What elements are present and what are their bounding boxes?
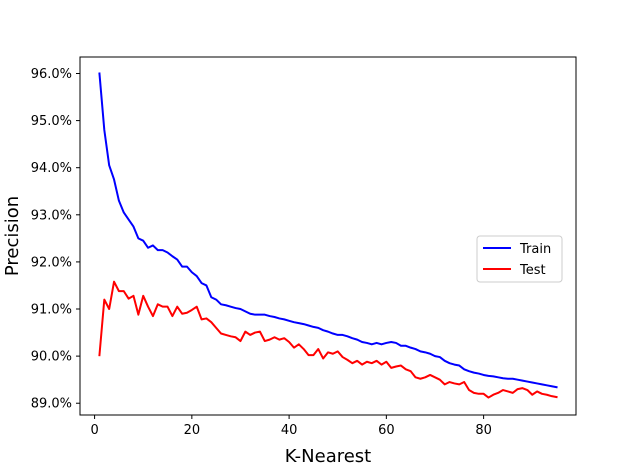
- x-tick-label: 60: [378, 423, 395, 438]
- x-tick-label: 80: [475, 423, 492, 438]
- series-line-test: [98, 280, 558, 399]
- y-tick-label: 94.0%: [31, 161, 72, 176]
- x-axis-label: K-Nearest: [285, 446, 372, 467]
- plot-area: [98, 72, 558, 399]
- y-axis-label: Precision: [2, 196, 23, 276]
- y-tick-label: 93.0%: [31, 208, 72, 223]
- y-tick-label: 90.0%: [31, 350, 72, 365]
- x-tick-label: 20: [184, 423, 201, 438]
- y-tick-label: 89.0%: [31, 397, 72, 412]
- axes: 0 20 40 60 80 89.0% 90.0% 91.0% 92.0% 93.0% 94.0% 9…: [31, 56, 577, 438]
- legend-label-train: Train: [519, 242, 551, 257]
- legend: Train Test: [476, 235, 563, 283]
- y-tick-label: 91.0%: [31, 303, 72, 318]
- series-line-train: [98, 72, 558, 389]
- legend-label-test: Test: [519, 263, 546, 278]
- y-tick-label: 95.0%: [31, 114, 72, 129]
- axes-frame: [79, 56, 577, 416]
- x-tick-label: 40: [281, 423, 298, 438]
- x-tick-label: 0: [90, 423, 98, 438]
- y-tick-label: 96.0%: [31, 67, 72, 82]
- y-tick-label: 92.0%: [31, 255, 72, 270]
